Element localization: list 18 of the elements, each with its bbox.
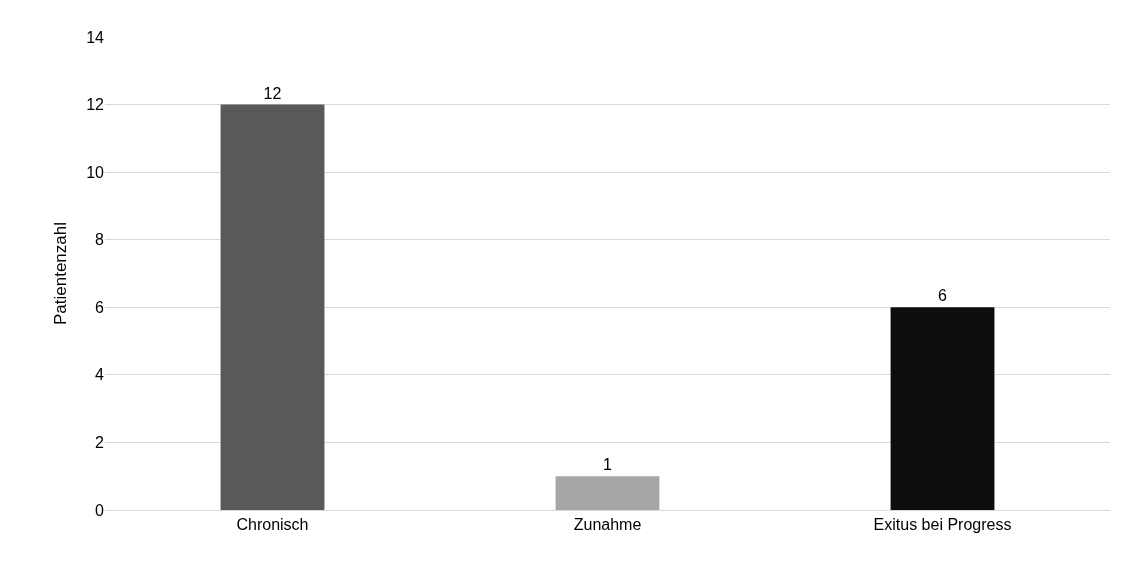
bar xyxy=(220,104,325,510)
x-tick-label: Exitus bei Progress xyxy=(873,516,1012,534)
y-tick-label: 8 xyxy=(95,231,105,249)
y-tick-label: 10 xyxy=(86,163,105,181)
bar xyxy=(555,476,660,510)
data-label: 1 xyxy=(603,456,612,474)
x-tick-label: Zunahme xyxy=(573,516,642,534)
y-tick-label: 6 xyxy=(95,298,105,316)
y-tick-label: 14 xyxy=(86,28,105,46)
y-tick-label: 0 xyxy=(95,501,105,519)
y-tick-label: 4 xyxy=(95,366,105,384)
y-tick-label: 2 xyxy=(95,434,105,452)
bar xyxy=(890,307,995,510)
data-label: 12 xyxy=(263,84,282,102)
y-tick-label: 12 xyxy=(86,96,105,114)
x-tick-label: Chronisch xyxy=(236,516,309,534)
data-label: 6 xyxy=(938,287,948,305)
y-axis-title: Patientenzahl xyxy=(50,221,70,326)
